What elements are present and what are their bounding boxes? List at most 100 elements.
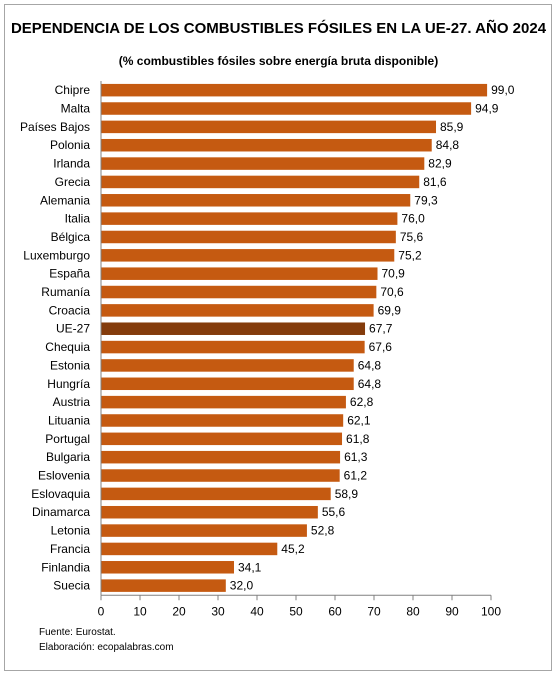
category-label: Rumanía [41,285,90,299]
category-label: Grecia [55,175,91,189]
category-label: Lituania [48,413,90,427]
category-label: Hungría [47,377,90,391]
value-label: 32,0 [230,579,254,593]
category-label: Croacia [49,303,91,317]
value-label: 75,2 [398,248,422,262]
bar-grecia [101,175,420,189]
value-label: 85,9 [440,120,464,134]
category-label: Malta [61,102,91,116]
value-label: 79,3 [414,193,438,207]
category-label: Bulgaria [46,450,90,464]
category-label: Luxemburgo [23,248,90,262]
x-tick-label: 20 [172,604,186,618]
category-label: Polonia [50,138,90,152]
value-label: 70,9 [382,267,406,281]
x-tick-label: 10 [133,604,147,618]
category-label: Bélgica [51,230,91,244]
category-label: Suecia [53,579,90,593]
category-label: Irlanda [53,157,90,171]
x-tick-label: 100 [481,604,501,618]
value-label: 94,9 [475,102,499,116]
chart-subtitle: (% combustibles fósiles sobre energía br… [118,54,439,68]
category-label: Estonia [50,358,90,372]
bar-italia [101,212,398,225]
bar-estonia [101,359,354,372]
value-label: 64,8 [358,358,382,372]
bar-croacia [101,304,374,317]
bar-eslovaquia [101,487,331,501]
bar-bulgaria [101,450,341,464]
bar-chequia [101,340,365,354]
bar-chipre [101,83,488,97]
value-label: 69,9 [378,303,402,317]
x-tick-label: 90 [445,604,459,618]
value-label: 62,8 [350,395,374,409]
category-label: Alemania [40,193,90,207]
category-label: España [49,267,90,281]
x-tick-label: 50 [289,604,303,618]
category-label: Países Bajos [20,120,90,134]
value-label: 34,1 [238,560,262,574]
x-tick-label: 0 [98,604,105,618]
bar-lituania [101,414,344,427]
bar-dinamarca [101,505,318,519]
category-label: Francia [50,542,90,556]
value-label: 64,8 [358,377,382,391]
category-label: Italia [65,212,91,226]
x-tick-label: 70 [367,604,381,618]
value-label: 84,8 [436,138,460,152]
category-label: Eslovenia [38,469,90,483]
x-tick-label: 60 [328,604,342,618]
value-label: 61,2 [344,469,368,483]
category-label: Portugal [45,432,90,446]
value-label: 62,1 [347,413,371,427]
bar-irlanda [101,157,425,170]
bar-francia [101,542,278,556]
value-label: 76,0 [401,212,425,226]
category-label: Finlandia [41,560,90,574]
value-label: 58,9 [335,487,359,501]
x-tick-label: 80 [406,604,420,618]
category-label: Austria [53,395,91,409]
value-label: 67,6 [369,340,393,354]
value-label: 52,8 [311,524,335,538]
bar-eslovenia [101,469,340,482]
value-label: 67,7 [369,322,393,336]
value-label: 75,6 [400,230,424,244]
bar-suecia [101,579,226,592]
value-label: 61,8 [346,432,370,446]
bar-finlandia [101,561,234,574]
bar-españa [101,267,378,280]
bar-hungría [101,377,354,391]
bar-malta [101,102,472,115]
value-label: 81,6 [423,175,447,189]
x-tick-label: 40 [250,604,264,618]
value-label: 82,9 [428,157,452,171]
category-label: Eslovaquia [31,487,90,501]
chart-title: DEPENDENCIA DE LOS COMBUSTIBLES FÓSILES … [10,20,547,37]
bar-polonia [101,138,432,152]
category-label: Dinamarca [32,505,90,519]
bar-austria [101,395,346,409]
category-label: UE-27 [56,322,90,336]
category-label: Chipre [55,83,91,97]
bar-letonia [101,524,307,537]
bar-países-bajos [101,120,437,134]
category-label: Chequia [45,340,90,354]
bar-rumanía [101,285,377,299]
bar-luxemburgo [101,249,395,262]
bar-portugal [101,432,343,446]
value-label: 61,3 [344,450,368,464]
source-note: Fuente: Eurostat. [39,627,116,638]
chart-frame [4,4,552,671]
value-label: 99,0 [491,83,515,97]
value-label: 70,6 [380,285,404,299]
value-label: 55,6 [322,505,346,519]
bar-bélgica [101,230,396,244]
author-note: Elaboración: ecopalabras.com [39,642,174,653]
bar-ue-27 [101,322,366,335]
value-label: 45,2 [281,542,305,556]
x-tick-label: 30 [211,604,225,618]
bar-alemania [101,194,411,207]
